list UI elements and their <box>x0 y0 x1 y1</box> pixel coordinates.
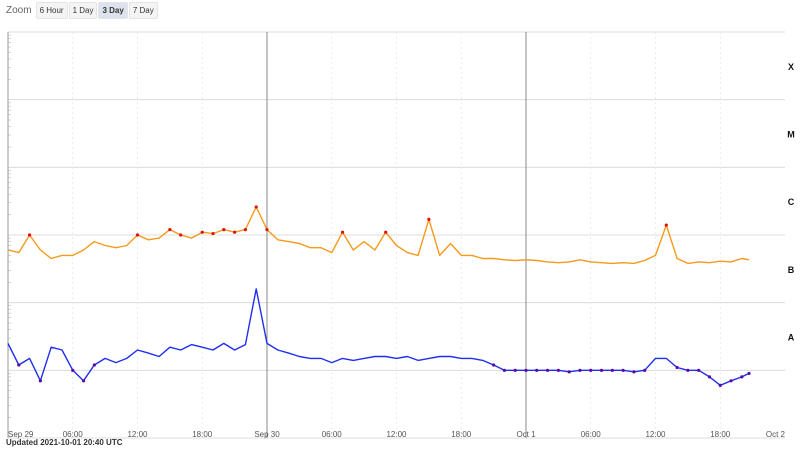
zoom-6-hour-button[interactable]: 6 Hour <box>35 1 68 19</box>
x-tick-label: 12:00 <box>127 430 148 439</box>
series-point-short <box>535 368 539 372</box>
series-point-short <box>524 368 528 372</box>
series-point-short <box>621 368 625 372</box>
series-point-short <box>513 368 517 372</box>
series-point-short <box>686 368 690 372</box>
series-point-short <box>589 368 593 372</box>
series-point-short <box>740 375 744 379</box>
zoom-label: Zoom <box>6 4 32 16</box>
series-point-long <box>200 230 204 234</box>
x-tick-label: 18:00 <box>192 430 213 439</box>
x-tick-label: Oct 2 <box>766 430 786 439</box>
series-point-short <box>567 370 571 374</box>
series-point-short <box>81 379 86 383</box>
x-tick-label: 06:00 <box>581 430 602 439</box>
series-point-short <box>707 375 712 379</box>
series-point-short <box>747 371 751 376</box>
series-line-short <box>7 288 750 386</box>
flare-class-label: X <box>788 62 794 72</box>
series-point-short <box>718 383 722 387</box>
series-point-long <box>243 228 248 232</box>
series-point-long <box>254 205 258 209</box>
flare-class-label: M <box>787 130 795 140</box>
series-point-short <box>578 368 582 372</box>
series-point-long <box>384 230 388 234</box>
series-point-short <box>610 368 614 372</box>
x-tick-label: 12:00 <box>645 430 666 439</box>
series-point-short <box>17 363 21 367</box>
x-tick-label: 06:00 <box>322 430 343 439</box>
x-tick-label: Oct 1 <box>516 430 536 439</box>
updated-timestamp: Updated 2021-10-01 20:40 UTC <box>6 438 123 447</box>
zoom-3-day-button[interactable]: 3 Day <box>98 1 128 19</box>
series-point-short <box>599 368 604 372</box>
flare-class-label: B <box>788 265 795 275</box>
series-point-short <box>632 370 636 374</box>
series-point-long <box>233 230 237 234</box>
series-point-short <box>729 379 733 383</box>
series-point-long <box>179 233 183 237</box>
flare-class-label: C <box>788 197 795 207</box>
series-point-short <box>697 368 701 372</box>
x-tick-label: Sep 30 <box>254 430 280 439</box>
zoom-1-day-button[interactable]: 1 Day <box>68 1 98 19</box>
series-point-short <box>71 368 75 372</box>
series-point-long <box>27 233 32 237</box>
series-point-short <box>502 368 507 372</box>
series-point-short <box>675 365 679 370</box>
x-tick-label: 18:00 <box>451 430 472 439</box>
series-point-short <box>545 368 550 372</box>
x-tick-label: 18:00 <box>710 430 731 439</box>
series-point-long <box>340 230 345 234</box>
x-tick-label: 12:00 <box>386 430 407 439</box>
x-tick-label: 06:00 <box>63 430 84 439</box>
zoom-7-day-button[interactable]: 7 Day <box>128 1 158 19</box>
series-point-long <box>427 217 431 222</box>
series-point-long <box>222 228 226 232</box>
x-tick-label: Sep 29 <box>8 430 34 439</box>
series-line-long <box>7 206 750 265</box>
series-point-long <box>664 223 668 227</box>
series-point-long <box>168 228 172 232</box>
series-point-short <box>556 368 560 372</box>
zoom-toolbar: Zoom 6 Hour 1 Day 3 Day 7 Day <box>0 0 159 20</box>
series-point-short <box>38 379 42 383</box>
series-point-long <box>135 233 140 237</box>
series-point-short <box>492 363 496 367</box>
series-point-short <box>92 363 96 367</box>
flare-class-label: A <box>788 333 795 343</box>
series-point-short <box>643 368 647 372</box>
series-point-long <box>265 228 269 232</box>
series-point-long <box>211 231 215 236</box>
